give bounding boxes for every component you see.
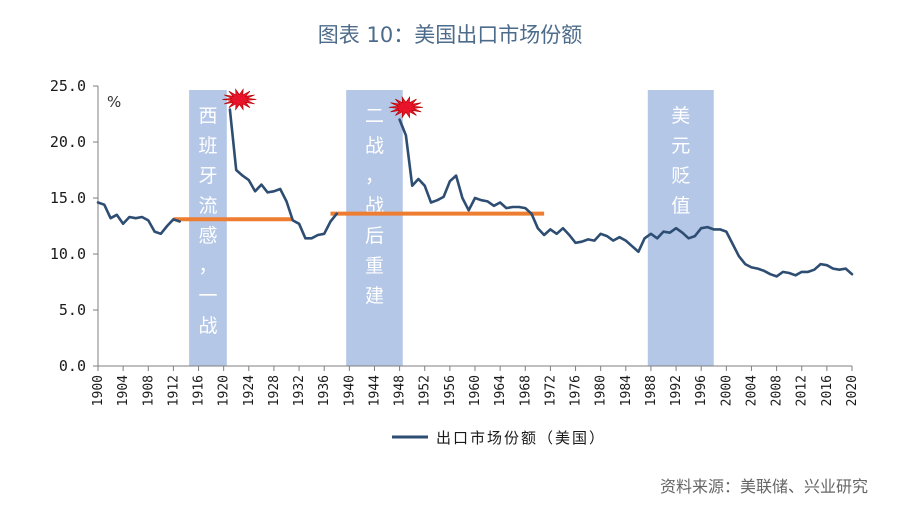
series-line-segment-1 [228, 108, 339, 240]
period-label-char: 战 [365, 195, 384, 217]
x-tick-label: 1904 [116, 375, 131, 406]
x-tick-label: 1916 [192, 375, 207, 406]
y-unit-label: % [107, 93, 121, 111]
period-label-char: 战 [365, 135, 384, 157]
x-tick-label: 1940 [342, 375, 357, 406]
x-tick-label: 1956 [443, 375, 458, 406]
x-tick-label: 2012 [795, 375, 810, 406]
x-tick-label: 1992 [669, 375, 684, 406]
x-tick-label: 2004 [744, 375, 759, 406]
legend: 出口市场份额（美国） [392, 429, 606, 447]
legend-label: 出口市场份额（美国） [436, 429, 606, 447]
source-note: 资料来源：美联储、兴业研究 [660, 477, 868, 496]
x-tick-label: 1912 [166, 375, 181, 406]
period-label-char: 建 [365, 285, 384, 307]
x-tick-label: 1968 [518, 375, 533, 406]
x-tick-label: 2016 [820, 375, 835, 406]
period-label-char: 后 [365, 225, 384, 247]
period-label-char: 值 [671, 195, 690, 217]
series-lines [96, 108, 854, 278]
burst-markers [222, 88, 423, 119]
x-tick-label: 1984 [619, 375, 634, 406]
x-tick-label: 2000 [719, 375, 734, 406]
x-tick-label: 1920 [217, 375, 232, 406]
x-tick-label: 1964 [493, 375, 508, 406]
x-tick-label: 1976 [569, 375, 584, 406]
burst-marker-icon [222, 88, 257, 111]
x-tick-label: 1952 [418, 375, 433, 406]
period-label-char: 一 [198, 285, 217, 307]
x-tick-label: 1948 [393, 375, 408, 406]
x-tick-label: 1908 [141, 375, 156, 406]
y-tick-label: 20.0 [50, 133, 86, 151]
x-tick-label: 1936 [317, 375, 332, 406]
period-label-char: 感 [198, 225, 217, 247]
x-tick-label: 1972 [543, 375, 558, 406]
average-lines [173, 211, 545, 222]
period-label-char: 牙 [198, 165, 217, 187]
period-label-char: ， [198, 255, 217, 277]
series-line-segment-0 [96, 201, 181, 236]
x-tick-label: 1900 [91, 375, 106, 406]
x-tick-label: 1980 [594, 375, 609, 406]
shaded-period-1 [346, 90, 403, 366]
x-tick-label: 2008 [770, 375, 785, 406]
x-tick-label: 1960 [468, 375, 483, 406]
y-tick-label: 10.0 [50, 245, 86, 263]
x-tick-label: 1996 [694, 375, 709, 406]
period-label-char: 贬 [671, 165, 690, 187]
x-tick-label: 1988 [644, 375, 659, 406]
x-tick-label: 2020 [845, 375, 860, 406]
axes: 25.0 20.0 15.0 10.0 5.0 0.0% 1900 1904 1908 1912 1… [50, 77, 860, 406]
shaded-period-0 [189, 90, 227, 366]
period-label-char: 流 [198, 195, 217, 217]
period-label-char: 班 [198, 135, 217, 157]
period-label-char: 重 [365, 255, 384, 277]
y-tick-label: 0.0 [59, 357, 86, 375]
x-tick-label: 1928 [267, 375, 282, 406]
x-tick-label: 1944 [367, 375, 382, 406]
y-tick-label: 15.0 [50, 189, 86, 207]
period-label-char: ， [365, 165, 384, 187]
y-tick-label: 5.0 [59, 301, 86, 319]
burst-marker-icon [388, 95, 423, 119]
series-line-segment-2 [398, 118, 854, 278]
x-tick-label: 1932 [292, 375, 307, 406]
period-label-char: 美 [671, 105, 690, 127]
period-label-char: 二 [365, 105, 384, 127]
chart-title: 图表 10：美国出口市场份额 [318, 23, 582, 47]
period-label-char: 西 [198, 105, 217, 127]
y-tick-label: 25.0 [50, 77, 86, 95]
period-label-char: 元 [671, 135, 690, 157]
period-label-char: 战 [198, 315, 217, 337]
x-tick-label: 1924 [242, 375, 257, 406]
